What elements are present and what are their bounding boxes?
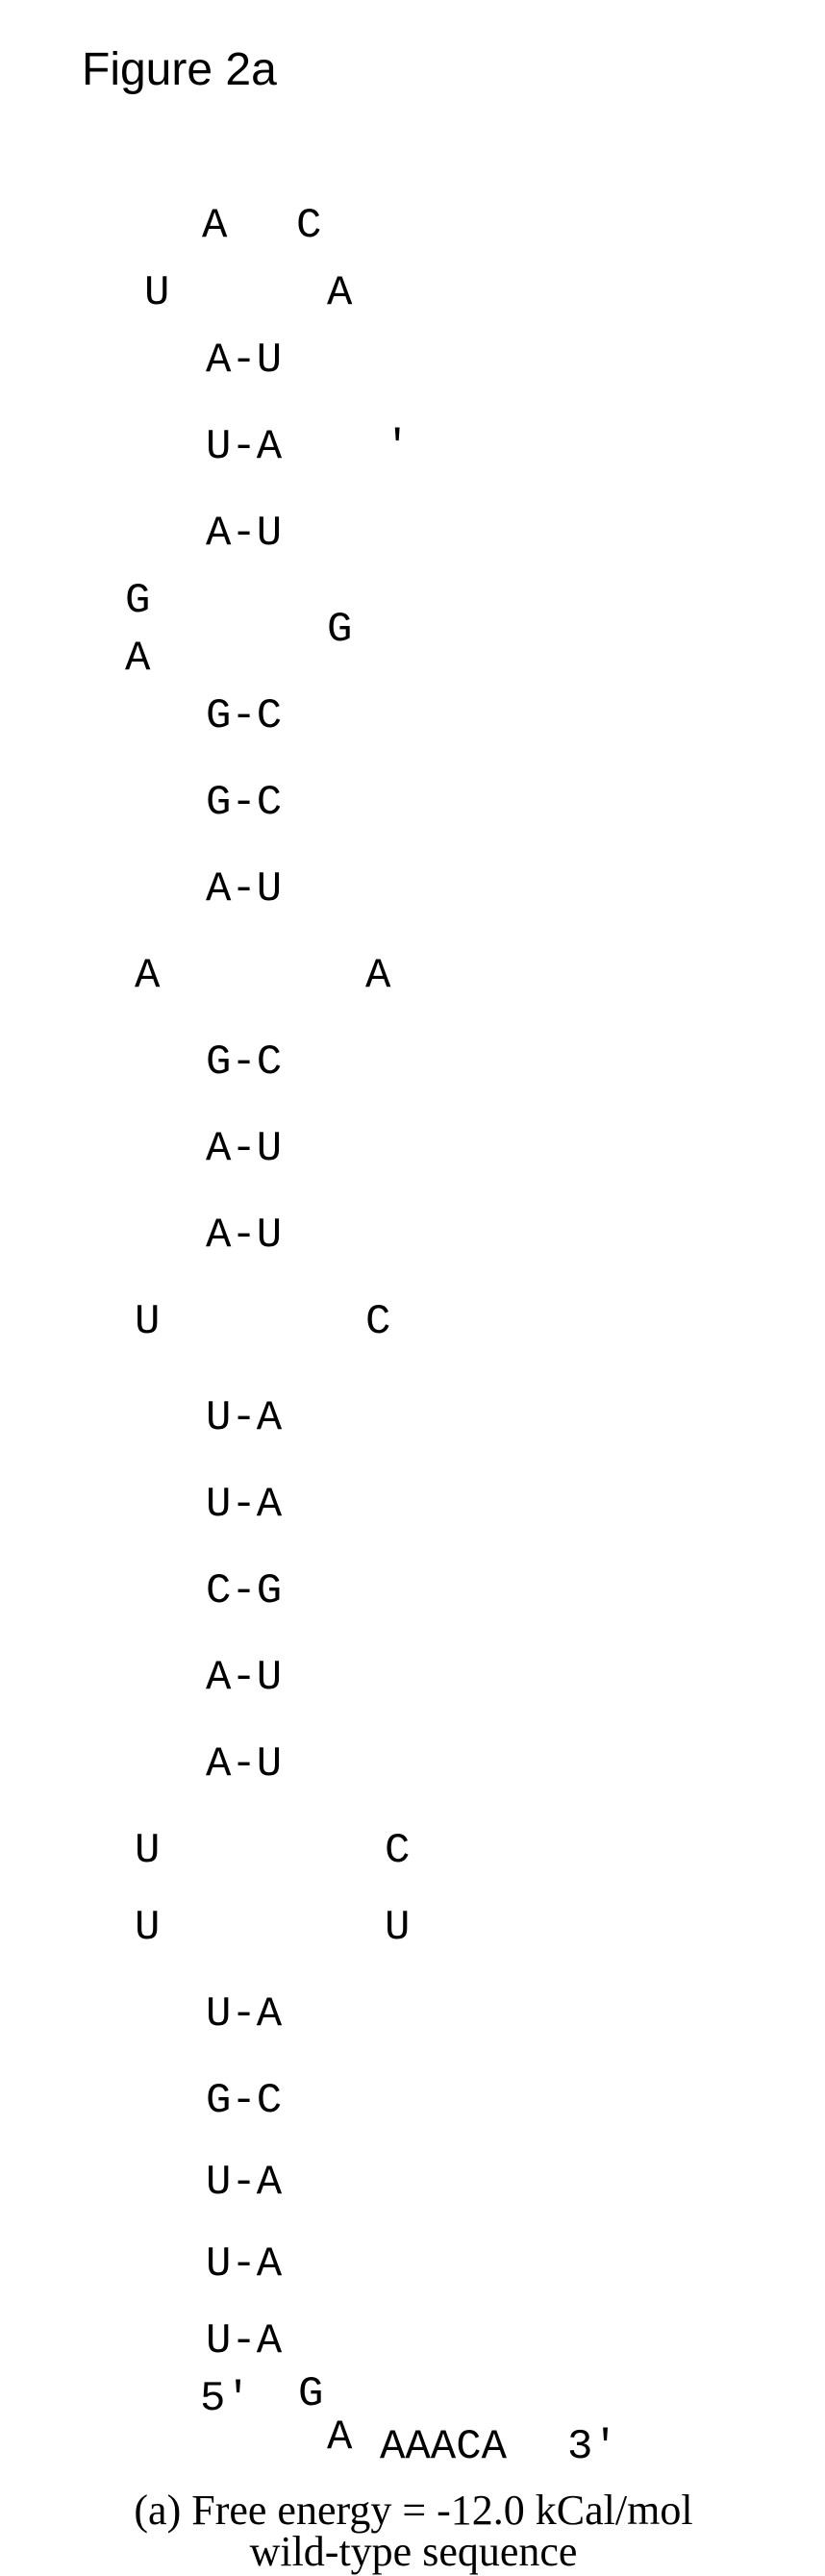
base-pair: A-U: [206, 1125, 282, 1173]
loop-base-right: U: [385, 1904, 410, 1952]
bulge-base-left: A: [125, 635, 150, 683]
base-pair: A-U: [206, 510, 282, 558]
loop-base-left: U: [144, 269, 169, 317]
bulge-base-left: G: [125, 577, 150, 625]
loop-base-right: C: [365, 1298, 390, 1346]
base-pair: A-U: [206, 1740, 282, 1788]
tail-segment: 3': [567, 2423, 618, 2471]
base-pair: A-U: [206, 337, 282, 385]
loop-base-left: A: [202, 202, 227, 250]
tail-segment: 5': [200, 2375, 251, 2423]
base-pair: G-C: [206, 2077, 282, 2125]
caption-line-2: wild-type sequence: [106, 2527, 721, 2576]
tail-segment: G: [298, 2370, 323, 2418]
loop-base-left: U: [135, 1904, 160, 1952]
base-pair: G-C: [206, 692, 282, 740]
base-pair: U-A: [206, 2240, 282, 2288]
loop-base-left: A: [135, 952, 160, 1000]
base-pair: A-U: [206, 865, 282, 913]
tail-segment: A: [327, 2413, 352, 2462]
loop-base-right: C: [296, 202, 321, 250]
base-pair: U-A: [206, 2159, 282, 2207]
base-pair: A-U: [206, 1654, 282, 1702]
loop-base-left: U: [135, 1298, 160, 1346]
loop-base-right: C: [385, 1827, 410, 1875]
annotation-mark: ': [385, 423, 410, 471]
figure-title: Figure 2a: [82, 43, 277, 96]
base-pair: C-G: [206, 1567, 282, 1615]
tail-segment: AAACA: [380, 2423, 507, 2471]
base-pair: U-A: [206, 1481, 282, 1529]
base-pair: U-A: [206, 1990, 282, 2038]
base-pair: G-C: [206, 1038, 282, 1087]
loop-base-right: A: [327, 269, 352, 317]
base-pair: A-U: [206, 1212, 282, 1260]
base-pair: U-A: [206, 423, 282, 471]
base-pair: U-A: [206, 1394, 282, 1442]
base-pair: U-A: [206, 2317, 282, 2365]
loop-base-left: U: [135, 1827, 160, 1875]
loop-base-right: A: [365, 952, 390, 1000]
base-pair: G-C: [206, 779, 282, 827]
bulge-base-right: G: [327, 606, 352, 654]
